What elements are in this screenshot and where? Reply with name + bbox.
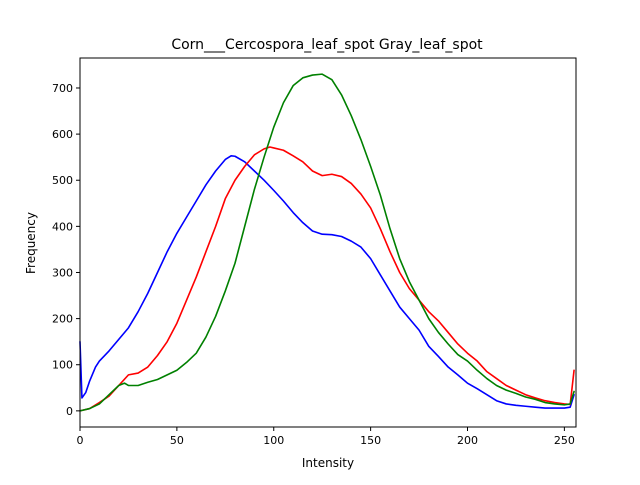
y-axis-label: Frequency bbox=[24, 212, 38, 274]
series-line-2 bbox=[79, 73, 575, 412]
y-tick-label: 600 bbox=[52, 128, 73, 141]
y-tick-label: 100 bbox=[52, 359, 73, 372]
y-tick-label: 700 bbox=[52, 82, 73, 95]
y-tick-label: 0 bbox=[66, 405, 73, 418]
x-tick-label: 250 bbox=[554, 434, 575, 447]
x-axis-label: Intensity bbox=[302, 456, 354, 470]
series-line-0 bbox=[79, 154, 575, 409]
y-tick-label: 300 bbox=[52, 266, 73, 279]
series-line-1 bbox=[79, 146, 575, 412]
y-tick-label: 200 bbox=[52, 313, 73, 326]
y-axis-ticks: 0 100 200 300 400 500 600 700 bbox=[52, 82, 80, 418]
x-tick-label: 200 bbox=[457, 434, 478, 447]
y-tick-label: 500 bbox=[52, 174, 73, 187]
y-tick-label: 400 bbox=[52, 220, 73, 233]
x-tick-label: 0 bbox=[77, 434, 84, 447]
x-tick-label: 50 bbox=[170, 434, 184, 447]
series-group bbox=[79, 73, 575, 412]
x-tick-label: 150 bbox=[360, 434, 381, 447]
x-tick-label: 100 bbox=[263, 434, 284, 447]
x-axis-ticks: 0 50 100 150 200 250 bbox=[77, 427, 575, 447]
plot-frame bbox=[79, 57, 577, 428]
chart-title: Corn___Cercospora_leaf_spot Gray_leaf_sp… bbox=[171, 37, 483, 53]
